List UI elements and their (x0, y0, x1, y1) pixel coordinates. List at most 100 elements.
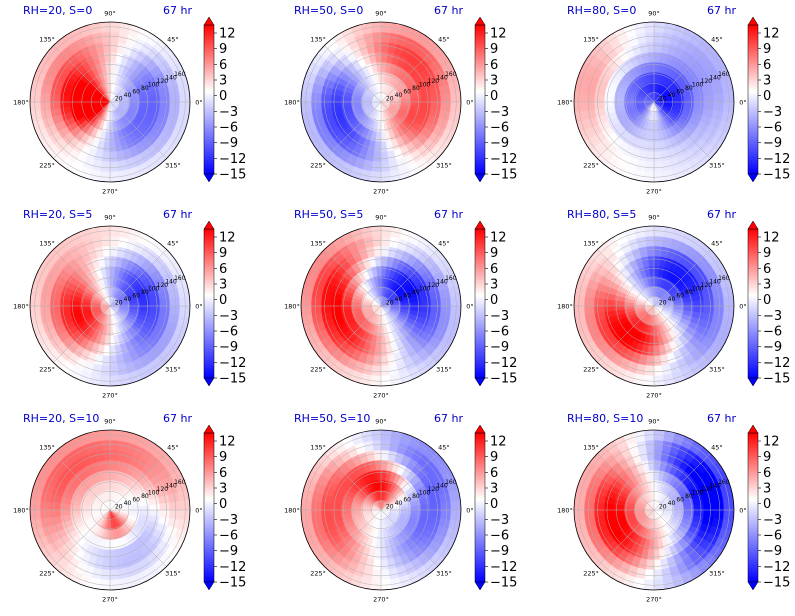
colorbar-min-extend (747, 377, 759, 387)
heatmap-cell (109, 459, 117, 471)
angle-tick-label: 270° (373, 188, 389, 196)
heatmap-cell (380, 459, 388, 471)
angular-gridline (53, 101, 111, 159)
heatmap-cell (330, 299, 342, 307)
colorbar-tick-label: −3 (219, 105, 238, 120)
colorbar-tick-label: 12 (763, 435, 780, 450)
colorbar-min-extend (747, 581, 759, 591)
panel-time-label: 67 hr (163, 412, 192, 425)
polar-gridlines (30, 226, 190, 386)
colorbar-tick-label: 6 (219, 58, 227, 73)
colorbar-tick-label: −3 (219, 513, 238, 528)
angle-tick-label: 45° (711, 36, 723, 44)
polar-panel: 90°45°0°315°270°225°180°135°204060801001… (284, 4, 517, 196)
radial-tick-label: 80 (141, 493, 149, 500)
radial-tick-label: 60 (676, 292, 684, 299)
heatmap-cell (693, 509, 705, 517)
heatmap-cell (653, 459, 661, 471)
colorbar-max-extend (747, 220, 759, 230)
heatmap-cell (644, 569, 655, 581)
panel-title: RH=80, S=0 (567, 4, 636, 17)
colorbar-min-extend (474, 581, 486, 591)
panel-title: RH=20, S=10 (23, 412, 99, 425)
angle-tick-label: 270° (102, 392, 118, 400)
polar-frame (300, 21, 462, 183)
radial-tick-label: 160 (174, 71, 186, 78)
panel-time-label: 67 hr (707, 412, 736, 425)
heatmap-cell (713, 509, 725, 520)
heatmap-cell (49, 501, 61, 511)
heatmap-cell (39, 296, 51, 307)
colorbar-tick-label: 6 (219, 466, 227, 481)
heatmap-cell (159, 305, 171, 315)
heatmap-cell (583, 296, 595, 307)
polar-panel: 90°45°0°315°270°225°180°135°204060801001… (284, 412, 517, 604)
colorbar-tick-label: 12 (219, 231, 236, 246)
heatmap-cell (310, 296, 322, 307)
radial-tick-label: 140 (709, 482, 721, 489)
polar-panel: 90°45°0°315°270°225°180°135°204060801001… (284, 208, 517, 400)
polar-gridlines (301, 226, 461, 386)
angle-tick-label: 225° (310, 161, 326, 169)
polar-frame (29, 21, 191, 183)
angular-gridline (597, 101, 655, 159)
radial-tick-label: 100 (148, 81, 160, 88)
colorbar-body (747, 24, 759, 175)
radial-tick-label: 100 (419, 489, 431, 496)
radial-tick-label: 140 (436, 482, 448, 489)
colorbar-tick-label: −9 (219, 136, 238, 151)
angle-tick-label: 270° (102, 596, 118, 604)
heatmap-cell (169, 305, 181, 316)
heatmap-cell (653, 449, 663, 461)
heatmap-cell (39, 500, 51, 511)
angular-gridline (324, 509, 382, 567)
angle-tick-label: 45° (167, 36, 179, 44)
angular-gridline (597, 453, 655, 511)
colorbar-body (203, 24, 215, 175)
angle-tick-label: 0° (195, 507, 202, 515)
angular-gridline (324, 45, 382, 103)
heatmap-cell (645, 355, 655, 367)
angular-gridline (109, 509, 167, 567)
angular-gridline (109, 45, 167, 103)
angle-tick-label: 90° (104, 10, 116, 18)
radial-tick-label: 20 (386, 503, 394, 510)
heatmap-cell (371, 365, 382, 377)
colorbar-tick-label: −12 (490, 152, 517, 167)
heatmap-field (301, 226, 461, 386)
heatmap-cell (645, 559, 655, 571)
angle-tick-label: 45° (167, 240, 179, 248)
heatmap-cell (380, 235, 391, 247)
heatmap-cell (440, 509, 452, 520)
panel-title: RH=50, S=5 (294, 208, 363, 221)
heatmap-cell (371, 569, 382, 581)
colorbar-body (747, 432, 759, 583)
colorbar-tick-label: 9 (763, 246, 771, 261)
heatmap-cell (430, 509, 442, 519)
heatmap-cell (103, 345, 111, 357)
angle-tick-label: 270° (646, 188, 662, 196)
heatmap-cell (109, 439, 120, 451)
radial-tick-label: 120 (157, 486, 169, 493)
angle-tick-label: 45° (167, 444, 179, 452)
radial-tick-label: 100 (692, 285, 704, 292)
angle-tick-label: 0° (466, 507, 473, 515)
angle-tick-label: 180° (13, 99, 29, 107)
heatmap-cell (100, 365, 111, 377)
polar-gridlines (301, 22, 461, 182)
polar-gridlines (30, 22, 190, 182)
angle-tick-label: 90° (648, 418, 660, 426)
colorbar-min-extend (474, 377, 486, 387)
heatmap-cell (109, 235, 120, 247)
colorbar-tick-label: −6 (490, 121, 509, 136)
heatmap-cell (430, 101, 442, 111)
heatmap-cell (583, 92, 595, 103)
colorbar-body (203, 432, 215, 583)
heatmap-cell (593, 93, 605, 103)
angular-gridline (324, 305, 382, 363)
heatmap-cell (644, 365, 655, 377)
heatmap-cell (49, 93, 61, 103)
